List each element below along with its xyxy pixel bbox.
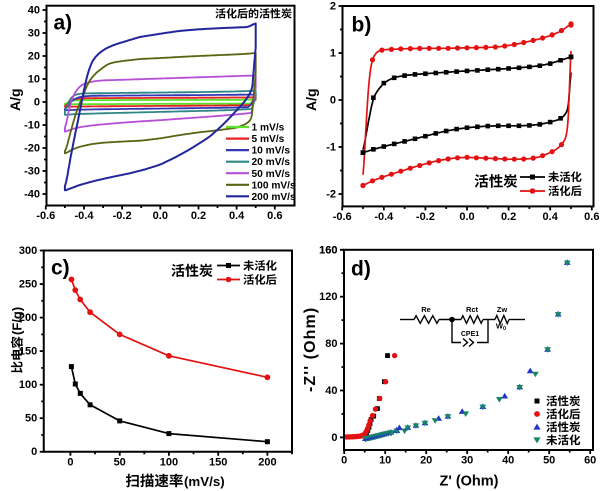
svg-text:Zw: Zw: [497, 305, 508, 314]
svg-text:0.4: 0.4: [229, 210, 245, 222]
svg-text:-0.2: -0.2: [113, 210, 132, 222]
svg-text:-0.2: -0.2: [416, 211, 435, 223]
svg-text:-40: -40: [24, 189, 40, 201]
svg-text:20: 20: [28, 51, 40, 63]
svg-text:Z' (Ohm): Z' (Ohm): [439, 474, 498, 490]
svg-text:5 mV/s: 5 mV/s: [252, 134, 285, 145]
svg-text:160: 160: [319, 244, 337, 256]
svg-text:-Z'' (Ohm): -Z'' (Ohm): [302, 307, 319, 392]
svg-text:0: 0: [67, 456, 73, 468]
svg-text:b): b): [352, 14, 372, 37]
svg-text:W0: W0: [496, 322, 506, 333]
svg-text:20 mV/s: 20 mV/s: [252, 157, 291, 168]
svg-text:-2: -2: [326, 189, 336, 201]
svg-text:-0.4: -0.4: [374, 211, 394, 223]
svg-text:150: 150: [19, 346, 37, 358]
svg-text:A/g: A/g: [303, 88, 319, 111]
svg-text:0: 0: [331, 432, 337, 444]
svg-text:10: 10: [28, 74, 40, 86]
svg-text:160: 160: [319, 244, 337, 256]
svg-text:-10: -10: [24, 120, 40, 132]
svg-text:80: 80: [325, 338, 337, 350]
svg-text:Rct: Rct: [466, 305, 479, 314]
svg-text:0.2: 0.2: [501, 211, 516, 223]
svg-text:250: 250: [19, 279, 37, 291]
svg-text:30: 30: [461, 455, 473, 467]
svg-text:30: 30: [28, 28, 40, 40]
svg-text:0.4: 0.4: [543, 211, 559, 223]
svg-text:0: 0: [330, 95, 336, 107]
svg-text:0: 0: [34, 97, 40, 109]
svg-text:40: 40: [28, 5, 40, 17]
svg-text:100: 100: [160, 456, 178, 468]
svg-text:0.6: 0.6: [584, 211, 599, 223]
svg-text:60: 60: [584, 455, 596, 467]
svg-text:d): d): [351, 258, 371, 281]
svg-text:0: 0: [341, 455, 347, 467]
svg-text:100 mV/s: 100 mV/s: [252, 180, 297, 191]
svg-text:c): c): [51, 257, 70, 280]
svg-text:-0.4: -0.4: [75, 210, 95, 222]
svg-text:50: 50: [114, 456, 126, 468]
svg-text:-0.6: -0.6: [333, 211, 352, 223]
svg-text:0.0: 0.0: [459, 211, 474, 223]
svg-text:-20: -20: [24, 143, 40, 155]
svg-text:-1: -1: [326, 142, 336, 154]
svg-text:1 mV/s: 1 mV/s: [252, 123, 285, 134]
svg-text:40: 40: [502, 455, 514, 467]
svg-text:10 mV/s: 10 mV/s: [252, 146, 291, 157]
svg-text:200 mV/s: 200 mV/s: [252, 192, 297, 203]
svg-text:Re: Re: [421, 305, 431, 314]
svg-text:(F/g): (F/g): [9, 307, 24, 335]
svg-text:2: 2: [330, 1, 336, 13]
svg-text:300: 300: [19, 245, 37, 257]
svg-text:200: 200: [258, 456, 276, 468]
svg-text:A/g: A/g: [7, 88, 23, 111]
svg-text:40: 40: [325, 385, 337, 397]
svg-text:0.0: 0.0: [153, 210, 168, 222]
svg-text:0.6: 0.6: [267, 210, 282, 222]
svg-text:0.2: 0.2: [191, 210, 206, 222]
svg-text:10: 10: [379, 455, 391, 467]
svg-text:1: 1: [330, 48, 336, 60]
svg-text:CPE1: CPE1: [461, 331, 479, 338]
svg-text:50: 50: [543, 455, 555, 467]
svg-text:(mV/s): (mV/s): [184, 474, 225, 489]
svg-text:120: 120: [319, 291, 337, 303]
svg-text:100: 100: [19, 379, 37, 391]
svg-text:-30: -30: [24, 166, 40, 178]
svg-text:150: 150: [209, 456, 227, 468]
svg-text:-0.6: -0.6: [36, 210, 55, 222]
svg-text:50 mV/s: 50 mV/s: [252, 169, 291, 180]
svg-text:20: 20: [420, 455, 432, 467]
svg-text:50: 50: [25, 413, 37, 425]
svg-text:0: 0: [31, 446, 37, 458]
svg-text:200: 200: [19, 312, 37, 324]
svg-text:a): a): [54, 12, 73, 35]
